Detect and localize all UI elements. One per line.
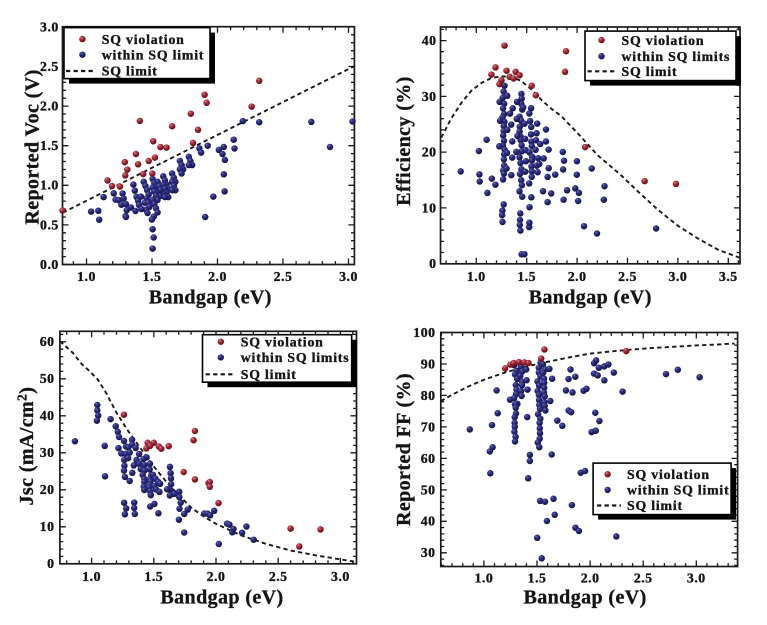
svg-text:20: 20 <box>422 145 437 160</box>
svg-text:30: 30 <box>421 545 436 560</box>
svg-text:SQ violation: SQ violation <box>622 33 705 48</box>
svg-text:100: 100 <box>413 325 435 340</box>
svg-text:40: 40 <box>421 514 436 529</box>
svg-text:within SQ limits: within SQ limits <box>241 350 350 365</box>
svg-text:0.5: 0.5 <box>40 217 59 232</box>
svg-text:2.0: 2.0 <box>568 269 587 284</box>
svg-text:1.5: 1.5 <box>528 571 547 586</box>
svg-text:2.0: 2.0 <box>207 569 226 584</box>
svg-text:2.5: 2.5 <box>269 569 288 584</box>
svg-text:3.0: 3.0 <box>339 269 358 284</box>
svg-text:40: 40 <box>422 33 437 48</box>
svg-text:SQ violation: SQ violation <box>241 334 324 349</box>
svg-text:within SQ limit: within SQ limit <box>627 483 729 498</box>
svg-text:50: 50 <box>40 371 55 386</box>
svg-text:2.0: 2.0 <box>581 571 600 586</box>
svg-text:0.0: 0.0 <box>40 257 59 272</box>
svg-text:60: 60 <box>421 451 436 466</box>
svg-text:within SQ limit: within SQ limit <box>102 47 204 62</box>
svg-text:1.0: 1.0 <box>475 571 494 586</box>
svg-text:80: 80 <box>421 388 436 403</box>
svg-text:1.0: 1.0 <box>82 569 101 584</box>
svg-text:10: 10 <box>40 519 55 534</box>
svg-text:20: 20 <box>40 482 55 497</box>
svg-text:30: 30 <box>40 445 55 460</box>
svg-text:SQ limit: SQ limit <box>627 498 683 513</box>
svg-text:3.0: 3.0 <box>40 19 59 34</box>
svg-text:90: 90 <box>421 356 436 371</box>
svg-text:Jsc (mA/cm2): Jsc (mA/cm2) <box>15 387 39 506</box>
svg-text:3.5: 3.5 <box>719 269 738 284</box>
svg-text:3.0: 3.0 <box>687 571 706 586</box>
svg-text:2.5: 2.5 <box>618 269 637 284</box>
svg-text:1.5: 1.5 <box>144 569 163 584</box>
svg-text:1.0: 1.0 <box>77 269 96 284</box>
svg-text:SQ limit: SQ limit <box>241 367 297 382</box>
svg-text:50: 50 <box>421 482 436 497</box>
svg-text:Bandgap (eV): Bandgap (eV) <box>160 586 283 608</box>
svg-text:3.0: 3.0 <box>669 269 688 284</box>
svg-text:within SQ limits: within SQ limits <box>622 49 731 64</box>
svg-text:2.5: 2.5 <box>40 59 59 74</box>
svg-text:0: 0 <box>47 556 54 571</box>
svg-text:1.0: 1.0 <box>40 178 59 193</box>
svg-text:30: 30 <box>422 89 437 104</box>
svg-text:3.0: 3.0 <box>331 569 350 584</box>
svg-text:SQ limit: SQ limit <box>102 64 158 79</box>
svg-text:Bandgap (eV): Bandgap (eV) <box>149 286 272 308</box>
svg-text:10: 10 <box>422 200 437 215</box>
svg-text:1.0: 1.0 <box>467 269 486 284</box>
svg-text:70: 70 <box>421 419 436 434</box>
svg-text:SQ violation: SQ violation <box>102 32 185 47</box>
svg-text:Bandgap (eV): Bandgap (eV) <box>529 286 652 308</box>
svg-text:Reported Voc (V): Reported Voc (V) <box>22 69 44 224</box>
svg-text:Reported FF (%): Reported FF (%) <box>393 373 415 526</box>
svg-text:1.5: 1.5 <box>143 269 162 284</box>
svg-text:0: 0 <box>429 256 436 271</box>
svg-text:2.5: 2.5 <box>274 269 293 284</box>
svg-text:Efficiency (%): Efficiency (%) <box>393 76 415 205</box>
svg-text:SQ violation: SQ violation <box>627 467 710 482</box>
svg-text:60: 60 <box>40 334 55 349</box>
svg-text:SQ limit: SQ limit <box>622 64 678 79</box>
svg-text:2.0: 2.0 <box>40 99 59 114</box>
svg-text:40: 40 <box>40 408 55 423</box>
svg-text:2.0: 2.0 <box>208 269 227 284</box>
svg-text:Bandgap (eV): Bandgap (eV) <box>524 586 647 608</box>
svg-text:2.5: 2.5 <box>634 571 653 586</box>
svg-text:1.5: 1.5 <box>40 138 59 153</box>
svg-text:1.5: 1.5 <box>517 269 536 284</box>
